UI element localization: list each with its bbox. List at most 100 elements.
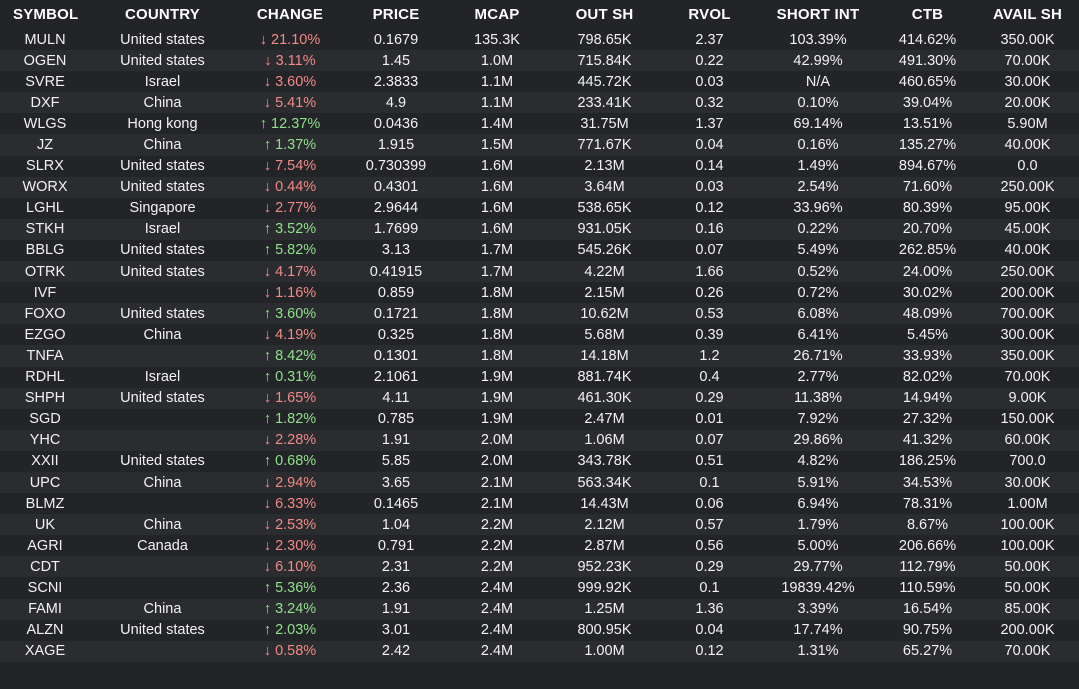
column-header-short-int[interactable]: SHORT INT [776,6,860,23]
table-row[interactable]: DXF China ↓ 5.41% 4.9 1.1M 233.41K 0.32 0.10% 39.… [0,92,1079,114]
table-row[interactable]: UPC China ↓ 2.94% 3.65 2.1M 563.34K 0.1 5.91% 34.… [0,471,1079,494]
table-row[interactable]: SHPH United states ↓ 1.65% 4.11 1.9M 461.30K 0.… [0,387,1079,409]
arrow-up-icon: ↑ [263,601,272,618]
arrow-up-icon: ↑ [263,411,272,428]
cell-price: 4.9 [385,94,407,111]
column-header-avail-sh[interactable]: AVAIL SH [992,6,1063,23]
arrow-down-icon: ↓ [263,474,272,491]
cell-symbol: BLMZ [25,495,65,512]
cell-symbol: UK [34,516,56,533]
column-header-price[interactable]: PRICE [372,6,420,23]
table-row[interactable]: MULN United states ↓ 21.10% 0.1679 135.3K 798.… [0,29,1079,51]
cell-mcap: 2.0M [480,432,514,449]
change-value: 1.65% [275,390,317,407]
arrow-down-icon: ↓ [263,326,272,343]
table-row[interactable]: YHC ↓ 2.28% 1.91 2.0M 1.06M 0.07 29.86% 41.32% 60… [0,429,1079,451]
cell-mcap: 135.3K [474,31,520,48]
cell-out-sh: 931.05K [577,221,632,238]
cell-symbol: YHC [29,432,61,449]
cell-price: 4.11 [382,390,410,407]
cell-mcap: 2.4M [480,643,514,660]
cell-avail-sh: 20.00K [1004,94,1051,111]
cell-rvol: 0.16 [695,221,724,238]
table-row[interactable]: WORX United states ↓ 0.44% 0.4301 1.6M 3.64M 0.… [0,176,1079,198]
cell-out-sh: 2.12M [584,516,625,533]
table-row[interactable]: BBLG United states ↑ 5.82% 3.13 1.7M 545.26K 0.… [0,239,1079,262]
cell-symbol: EZGO [24,326,66,343]
cell-price: 1.45 [381,52,411,69]
table-row[interactable]: SVRE Israel ↓ 3.60% 2.3833 1.1M 445.72K 0.03 N/A… [0,71,1079,93]
cell-rvol: 0.07 [695,432,724,449]
table-row[interactable]: EZGO China ↓ 4.19% 0.325 1.8M 5.68M 0.39 6.41% 5.… [0,324,1079,346]
table-row[interactable]: FAMI China ↑ 3.24% 1.91 2.4M 1.25M 1.36 3.39% 16.… [0,598,1079,620]
cell-rvol: 0.56 [695,537,724,554]
cell-mcap: 1.6M [480,200,514,217]
cell-short-int: 7.92% [797,411,839,428]
table-row[interactable]: OTRK United states ↓ 4.17% 0.41915 1.7M 4.22M 1… [0,261,1079,283]
cell-symbol: DXF [30,94,60,111]
table-row[interactable]: SLRX United states ↓ 7.54% 0.730399 1.6M 2.13M… [0,155,1079,177]
change-value: 5.36% [275,579,317,596]
column-header-rvol[interactable]: RVOL [688,6,731,23]
table-row[interactable]: CDT ↓ 6.10% 2.31 2.2M 952.23K 0.29 29.77% 112.79… [0,556,1079,578]
column-header-change[interactable]: CHANGE [256,6,324,23]
cell-mcap: 1.9M [480,369,514,386]
cell-price: 2.9644 [373,200,419,217]
table-row[interactable]: OGEN United states ↓ 3.11% 1.45 1.0M 715.84K 0.… [0,50,1079,72]
cell-rvol: 1.2 [699,347,720,364]
cell-change: ↓ 5.41% [235,92,345,113]
column-header-out-sh[interactable]: OUT SH [575,6,634,23]
cell-out-sh: 14.18M [580,347,629,364]
cell-ctb: 491.30% [898,52,957,69]
cell-change: ↑ 0.31% [235,367,345,388]
cell-rvol: 0.26 [695,284,724,301]
table-row[interactable]: RDHL Israel ↑ 0.31% 2.1061 1.9M 881.74K 0.4 2.77… [0,366,1079,388]
arrow-up-icon: ↑ [263,137,272,154]
arrow-down-icon: ↓ [263,158,272,175]
cell-rvol: 0.03 [695,179,724,196]
cell-avail-sh: 200.00K [1000,284,1055,301]
cell-country: United states [120,31,205,48]
table-row[interactable]: BLMZ ↓ 6.33% 0.1465 2.1M 14.43M 0.06 6.94% 78.31… [0,493,1079,515]
table-row[interactable]: TNFA ↑ 8.42% 0.1301 1.8M 14.18M 1.2 26.71% 33.93… [0,345,1079,367]
arrow-down-icon: ↓ [259,31,268,48]
cell-ctb: 30.02% [902,284,953,301]
table-row[interactable]: AGRI Canada ↓ 2.30% 0.791 2.2M 2.87M 0.56 5.00% 2… [0,535,1079,557]
table-row[interactable]: XAGE ↓ 0.58% 2.42 2.4M 1.00M 0.12 1.31% 65.27% 70… [0,640,1079,662]
table-row[interactable]: ALZN United states ↑ 2.03% 3.01 2.4M 800.95K 0.… [0,619,1079,641]
table-row[interactable]: UK China ↓ 2.53% 1.04 2.2M 2.12M 0.57 1.79% 8.67%… [0,514,1079,536]
table-row[interactable]: WLGS Hong kong ↑ 12.37% 0.0436 1.4M 31.75M 1.37… [0,113,1079,135]
cell-price: 1.91 [381,601,411,618]
column-header-ctb[interactable]: CTB [911,6,944,23]
cell-symbol: WORX [22,179,68,196]
arrow-down-icon: ↓ [263,284,272,301]
arrow-up-icon: ↑ [263,622,272,639]
table-row[interactable]: SGD ↑ 1.82% 0.785 1.9M 2.47M 0.01 7.92% 27.32% 15… [0,408,1079,430]
table-row[interactable]: JZ China ↑ 1.37% 1.915 1.5M 771.67K 0.04 0.16% 13… [0,134,1079,156]
column-header-mcap[interactable]: MCAP [474,6,520,23]
cell-rvol: 0.32 [695,94,724,111]
column-header-symbol[interactable]: SYMBOL [13,6,79,23]
cell-ctb: 34.53% [902,474,953,491]
table-row[interactable]: STKH Israel ↑ 3.52% 1.7699 1.6M 931.05K 0.16 0.2… [0,218,1079,240]
table-row[interactable]: IVF ↓ 1.16% 0.859 1.8M 2.15M 0.26 0.72% 30.02% 20… [0,282,1079,304]
cell-ctb: 41.32% [902,432,953,449]
table-row[interactable]: XXII United states ↑ 0.68% 5.85 2.0M 343.78K 0.… [0,450,1079,472]
cell-rvol: 0.29 [695,390,724,407]
cell-out-sh: 798.65K [577,31,632,48]
cell-short-int: N/A [805,73,831,90]
cell-out-sh: 800.95K [577,622,632,639]
cell-symbol: XXII [31,453,59,470]
change-value: 0.44% [275,179,317,196]
table-row[interactable]: SCNI ↑ 5.36% 2.36 2.4M 999.92K 0.1 19839.42% 110… [0,577,1079,599]
column-header-country[interactable]: COUNTRY [124,6,200,23]
table-row[interactable]: LGHL Singapore ↓ 2.77% 2.9644 1.6M 538.65K 0.12… [0,197,1079,219]
cell-symbol: FAMI [28,601,62,618]
cell-short-int: 3.39% [797,601,839,618]
cell-out-sh: 2.13M [584,158,625,175]
cell-country: United states [120,179,205,196]
arrow-up-icon: ↑ [263,221,272,238]
table-row[interactable]: FOXO United states ↑ 3.60% 0.1721 1.8M 10.62M 0… [0,303,1079,325]
cell-avail-sh: 100.00K [1000,537,1055,554]
cell-short-int: 0.16% [797,137,839,154]
